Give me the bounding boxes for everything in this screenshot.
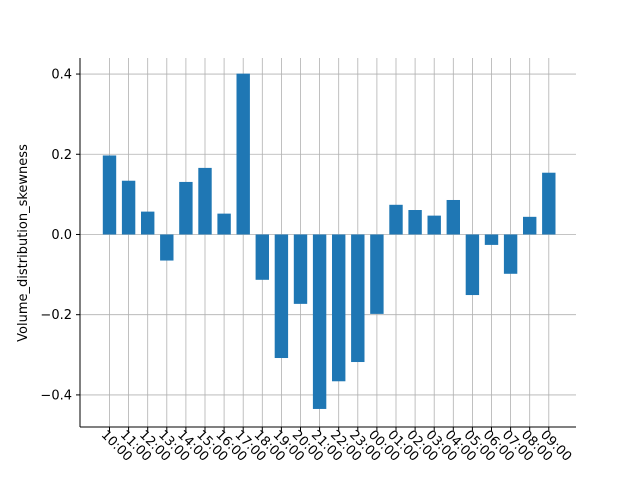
bar (217, 213, 231, 235)
axes-layer: −0.4−0.20.00.20.410:0011:0012:0013:0014:… (40, 58, 576, 465)
bar (465, 234, 480, 296)
bar (389, 204, 403, 235)
bar (503, 234, 518, 274)
bar (427, 215, 441, 235)
bar (484, 234, 499, 245)
bar (351, 234, 365, 363)
y-tick-label: 0.4 (51, 68, 72, 83)
bars-layer (102, 73, 556, 409)
bar (102, 155, 117, 235)
bar (121, 180, 136, 235)
y-tick-label: 0.2 (51, 148, 72, 163)
bar (255, 234, 269, 280)
bar (141, 211, 155, 235)
bar (179, 181, 193, 235)
y-tick-label: 0.0 (51, 228, 72, 243)
bar (236, 73, 250, 235)
bar (446, 199, 460, 235)
bar (370, 234, 384, 314)
bar (408, 210, 422, 235)
y-tick-label: −0.2 (40, 308, 72, 323)
bar (160, 234, 174, 261)
bar (332, 234, 346, 382)
bar (312, 234, 327, 409)
bar (274, 234, 289, 359)
y-tick-label: −0.4 (40, 388, 72, 403)
bar (293, 234, 308, 304)
y-axis-label: Volume_distribution_skewness (16, 144, 31, 342)
bar (523, 216, 537, 235)
grid-layer (80, 58, 576, 427)
bar (542, 172, 556, 235)
bar (198, 167, 212, 235)
